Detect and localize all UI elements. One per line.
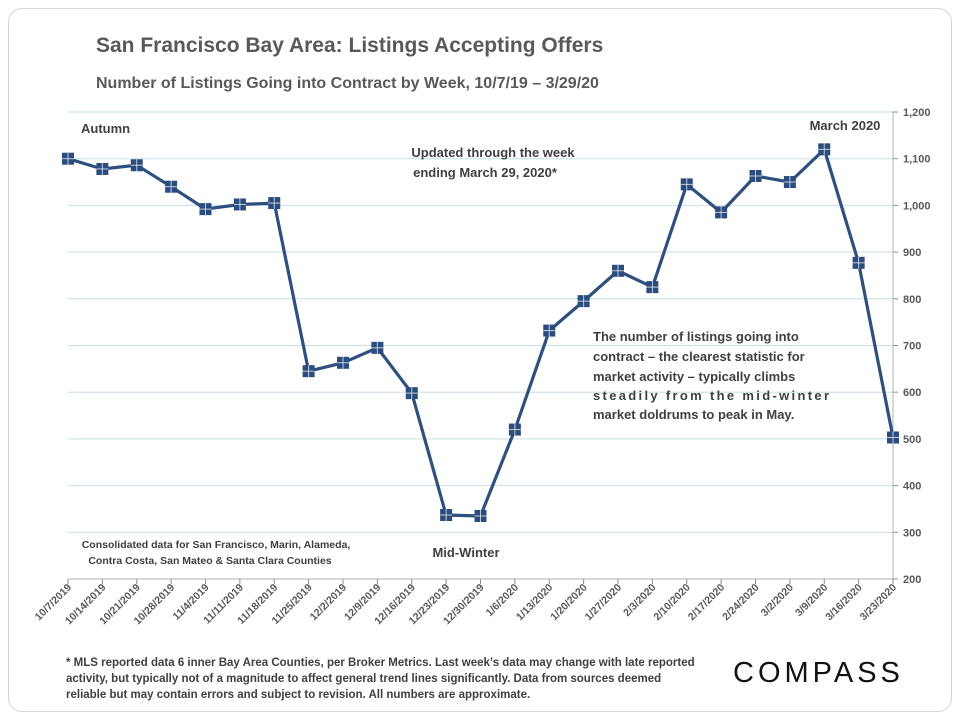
data-point [268, 197, 281, 210]
data-point [612, 264, 624, 277]
y-tick-label: 1,000 [903, 200, 931, 212]
data-point [783, 176, 796, 189]
data-point [233, 198, 246, 211]
footnote: * MLS reported data 6 inner Bay Area Cou… [66, 657, 695, 701]
chart-subtitle: Number of Listings Going into Contract b… [96, 75, 599, 92]
data-point [165, 180, 178, 193]
y-axis: 200 300 400 500 600 700 800 900 1,000 1,100 1,200 [892, 107, 931, 586]
midwinter-label: Mid-Winter [432, 545, 499, 560]
trend-note-line-2: contract – the clearest statistic for [593, 349, 805, 364]
x-tick-label: 1/27/2020 [583, 582, 625, 624]
data-point [62, 152, 74, 165]
trend-note-line-3: market activity – typically climbs [593, 369, 795, 384]
data-point [302, 365, 315, 378]
data-point [508, 423, 521, 436]
data-point [818, 143, 831, 156]
autumn-label: Autumn [81, 121, 130, 136]
data-point [474, 509, 487, 522]
data-point [852, 256, 865, 269]
consolidated-note-line-2: Contra Costa, San Mateo & Santa Clara Co… [88, 555, 331, 567]
x-tick-label: 3/23/2020 [858, 582, 900, 624]
annotations-group: Autumn Updated through the week ending M… [81, 118, 880, 567]
trend-note-line-4: steadily from the mid-winter [593, 388, 829, 403]
data-point [199, 203, 212, 216]
data-point [130, 159, 143, 172]
compass-logo: COMPASS [733, 657, 904, 689]
y-tick-label: 800 [903, 294, 921, 306]
x-tick-label: 2/24/2020 [720, 582, 762, 624]
data-point [577, 295, 590, 308]
grid-lines [68, 111, 893, 580]
consolidated-note-line-1: Consolidated data for San Francisco, Mar… [82, 539, 351, 551]
data-point [887, 431, 899, 444]
y-tick-label: 1,100 [903, 154, 931, 166]
data-point [440, 509, 453, 522]
data-point [715, 206, 728, 219]
y-tick-label: 600 [903, 387, 921, 399]
data-point [96, 162, 109, 175]
data-point [543, 324, 556, 337]
data-point [749, 169, 762, 182]
y-tick-label: 700 [903, 341, 921, 353]
updated-note-line-2: ending March 29, 2020* [413, 165, 558, 180]
trend-note-line-5: market doldrums to peak in May. [593, 407, 794, 422]
chart-title: San Francisco Bay Area: Listings Accepti… [96, 34, 604, 57]
data-point [337, 356, 349, 369]
data-point [646, 281, 659, 294]
data-point [680, 178, 693, 191]
y-tick-label: 400 [903, 481, 921, 493]
data-point [371, 341, 384, 354]
y-tick-label: 200 [903, 574, 921, 586]
y-tick-label: 900 [903, 247, 921, 259]
series-group [62, 143, 899, 522]
x-axis: 10/7/201910/14/201910/21/201910/28/20191… [33, 579, 900, 627]
march-2020-label: March 2020 [810, 118, 881, 133]
y-tick-label: 500 [903, 434, 921, 446]
trend-note-line-1: The number of listings going into [593, 329, 799, 344]
y-tick-label: 1,200 [903, 107, 931, 119]
x-tick-label: 3/2/2020 [759, 582, 796, 619]
y-tick-label: 300 [903, 527, 921, 539]
data-point [405, 387, 418, 400]
updated-note-line-1: Updated through the week [411, 145, 575, 160]
chart-frame [8, 8, 952, 712]
